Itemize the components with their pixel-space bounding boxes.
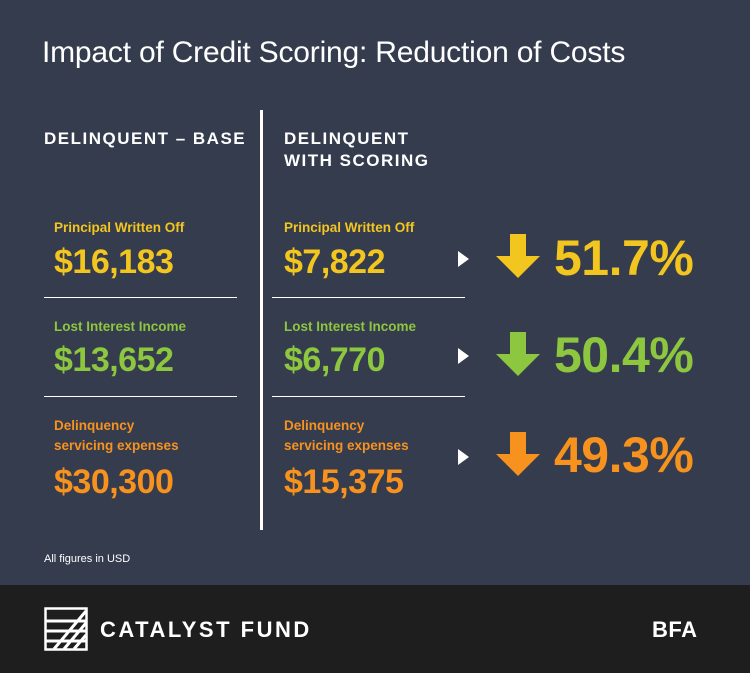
scoring-interest-label: Lost Interest Income bbox=[284, 319, 417, 334]
down-arrow-icon bbox=[496, 332, 540, 376]
right-triangle-icon bbox=[458, 449, 469, 465]
principal-reduction-percent: 51.7% bbox=[554, 230, 694, 286]
right-triangle-icon bbox=[458, 251, 469, 267]
base-principal-label: Principal Written Off bbox=[54, 220, 185, 235]
scoring-servicing-label-line1: Delinquency bbox=[284, 418, 365, 433]
servicing-reduction-percent: 49.3% bbox=[554, 427, 694, 483]
footnote: All figures in USD bbox=[44, 553, 131, 565]
scoring-row-divider-1 bbox=[272, 297, 465, 298]
footer-bar: CATALYST FUND BFA bbox=[0, 585, 750, 673]
down-arrow-icon bbox=[496, 432, 540, 476]
right-triangle-icon bbox=[458, 348, 469, 364]
base-principal-value: $16,183 bbox=[54, 243, 174, 281]
scoring-column-heading-line2: WITH SCORING bbox=[284, 151, 430, 170]
catalyst-fund-logo-icon bbox=[44, 607, 88, 651]
base-interest-value: $13,652 bbox=[54, 341, 174, 379]
base-row-divider-2 bbox=[44, 396, 237, 397]
scoring-servicing-value: $15,375 bbox=[284, 463, 404, 501]
scoring-principal-value: $7,822 bbox=[284, 243, 386, 281]
bfa-logo: BFA bbox=[652, 617, 698, 642]
base-servicing-label-line2: servicing expenses bbox=[54, 438, 179, 453]
catalyst-fund-brand: CATALYST FUND bbox=[100, 617, 312, 642]
column-divider bbox=[260, 110, 263, 530]
scoring-servicing-label-line2: servicing expenses bbox=[284, 438, 409, 453]
page-title: Impact of Credit Scoring: Reduction of C… bbox=[42, 36, 626, 69]
base-interest-label: Lost Interest Income bbox=[54, 319, 187, 334]
scoring-column-heading-line1: DELINQUENT bbox=[284, 129, 410, 148]
scoring-row-divider-2 bbox=[272, 396, 465, 397]
base-servicing-label-line1: Delinquency bbox=[54, 418, 135, 433]
interest-reduction-percent: 50.4% bbox=[554, 327, 694, 383]
base-column-heading: DELINQUENT – BASE bbox=[44, 129, 247, 148]
scoring-principal-label: Principal Written Off bbox=[284, 220, 415, 235]
down-arrow-icon bbox=[496, 234, 540, 278]
scoring-interest-value: $6,770 bbox=[284, 341, 386, 379]
base-row-divider-1 bbox=[44, 297, 237, 298]
base-servicing-value: $30,300 bbox=[54, 463, 174, 501]
